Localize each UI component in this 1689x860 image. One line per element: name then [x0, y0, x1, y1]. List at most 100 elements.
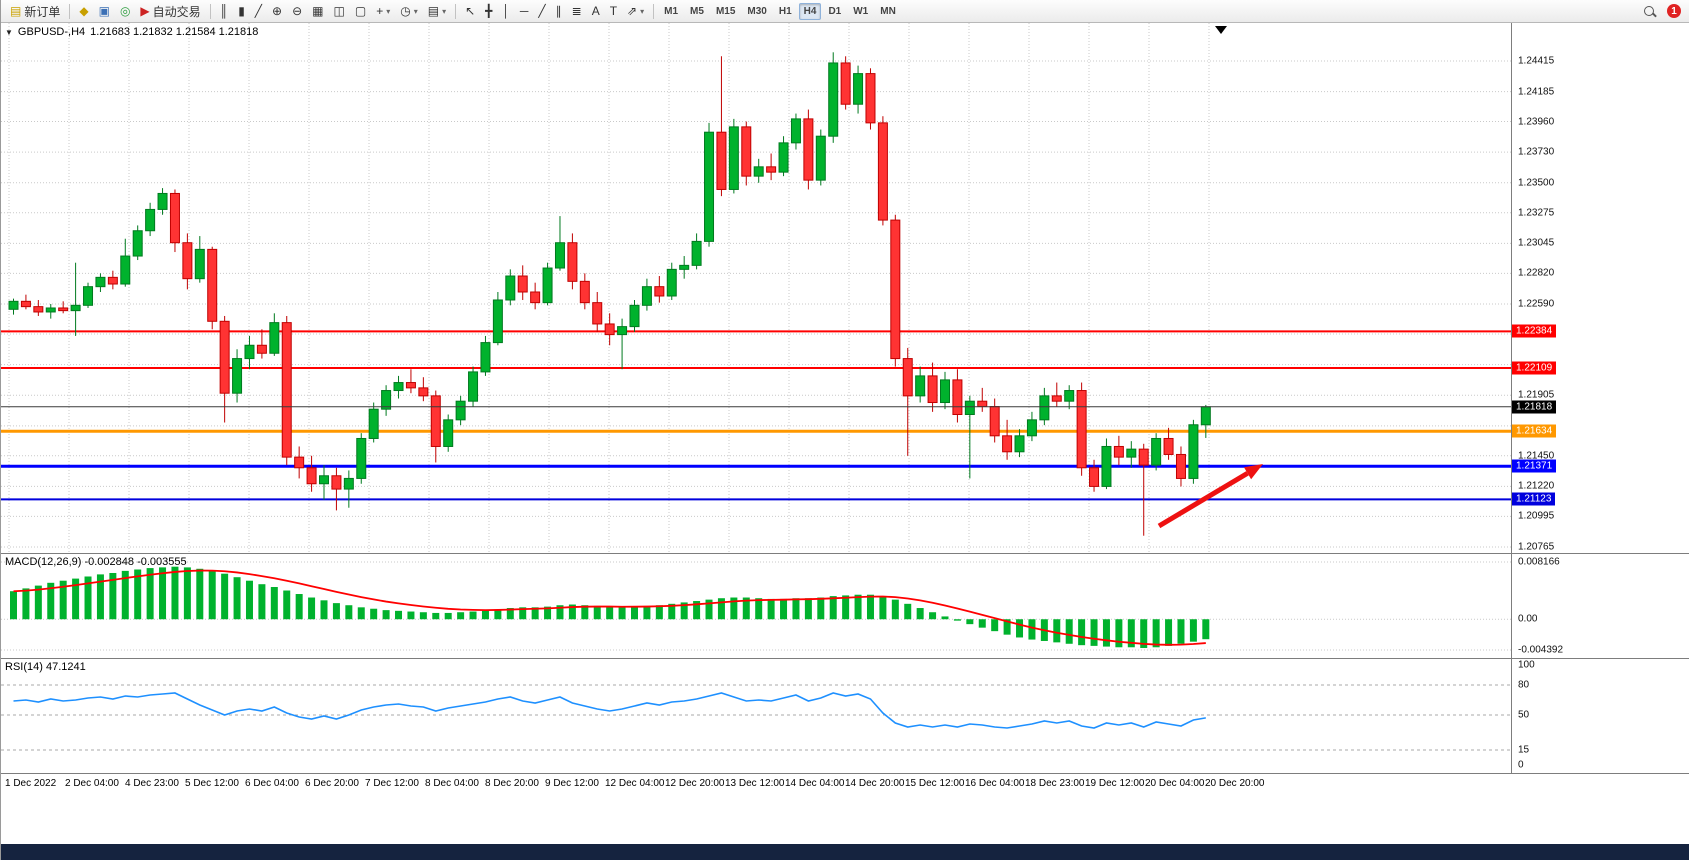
- rsi-canvas: [1, 684, 1511, 751]
- text-button[interactable]: A: [587, 1, 605, 21]
- time-axis-label: 20 Dec 20:00: [1205, 778, 1265, 789]
- notification-badge[interactable]: 1: [1667, 4, 1681, 18]
- crosshair-button[interactable]: ╋: [480, 1, 497, 21]
- macd-scale[interactable]: 0.008166 0.00 -0.004392: [1511, 554, 1689, 658]
- profiles-button[interactable]: ◷ ▾: [395, 1, 423, 21]
- trendline-button[interactable]: ╱: [533, 1, 550, 21]
- rsi-plot[interactable]: RSI(14) 47.1241: [1, 659, 1511, 773]
- price-tick-label: 1.20995: [1518, 510, 1555, 522]
- main-chart-plot[interactable]: ▼ GBPUSD-,H4 1.21683 1.21832 1.21584 1.2…: [1, 23, 1511, 553]
- current-price-tag: 1.21818: [1512, 400, 1557, 414]
- chart-title: ▼ GBPUSD-,H4 1.21683 1.21832 1.21584 1.2…: [5, 26, 258, 38]
- timeframe-button-w1[interactable]: W1: [853, 5, 869, 17]
- time-axis[interactable]: 1 Dec 2022 2 Dec 04:00 4 Dec 23:00 5 Dec 12…: [1, 774, 1689, 794]
- autotrading-button-label: 自动交易: [152, 4, 201, 19]
- vertical-line-button[interactable]: │: [497, 1, 515, 21]
- label-button[interactable]: T: [605, 1, 622, 21]
- new-order-icon: ▤: [10, 4, 22, 18]
- zoom-in-button[interactable]: ⊕: [267, 1, 287, 21]
- price-tick-label: 1.22820: [1518, 267, 1555, 279]
- cascade-windows-button[interactable]: ▢: [350, 1, 371, 21]
- toolbar: ▤ 新订单 ◆ ▣ ◎ ▶ 自动交易 ║ ▮ ╱ ⊕ ⊖ ▦ ◫ ▢ + ▾ ◷ ▾ ▤ ▾ ↖ ╋ │ ─ ╱ ∥ ≣ A T ⇗ ▾ M1…: [1, 0, 1689, 23]
- price-level-tag: 1.21634: [1512, 424, 1557, 438]
- profiles-icon: ◷: [400, 4, 411, 18]
- chart-window-button[interactable]: ▣: [94, 1, 115, 21]
- fibonacci-button[interactable]: ≣: [567, 1, 587, 21]
- new-chart-button[interactable]: + ▾: [371, 1, 395, 21]
- price-tick-label: 1.23730: [1518, 146, 1555, 158]
- autotrading-button[interactable]: ▶ 自动交易: [135, 1, 205, 21]
- chart-window-icon: ▣: [98, 4, 110, 18]
- timeframe-button-h4[interactable]: H4: [798, 2, 822, 20]
- timeframe-button-mn[interactable]: MN: [880, 5, 896, 17]
- timeframe-button-d1[interactable]: D1: [828, 5, 842, 17]
- dropdown-caret-icon: ▾: [442, 6, 447, 16]
- timeframe-button-m5[interactable]: M5: [690, 5, 704, 17]
- horizontal-line-icon: ─: [519, 4, 529, 18]
- dropdown-caret-icon: ▾: [386, 6, 391, 16]
- status-area: [1, 794, 1689, 846]
- market-watch-button[interactable]: ◆: [74, 1, 93, 21]
- bar-chart-icon: ║: [219, 4, 229, 18]
- arrange-windows-button[interactable]: ◫: [329, 1, 350, 21]
- vertical-line-icon: │: [502, 4, 510, 18]
- line-chart-button[interactable]: ╱: [250, 1, 267, 21]
- rsi-title: RSI(14) 47.1241: [5, 661, 86, 673]
- channel-button[interactable]: ∥: [551, 1, 567, 21]
- timeframe-button-h1[interactable]: H1: [778, 5, 792, 17]
- rsi-tick-label: 15: [1518, 744, 1530, 756]
- timeframe-button-m30[interactable]: M30: [747, 5, 767, 17]
- arrow-object[interactable]: [1157, 464, 1263, 529]
- timeframe-button-m15[interactable]: M15: [715, 5, 736, 17]
- timeframe-button-m1[interactable]: M1: [664, 5, 679, 17]
- macd-plot[interactable]: MACD(12,26,9) -0.002848 -0.003555: [1, 554, 1511, 658]
- cursor-button[interactable]: ↖: [460, 1, 480, 21]
- price-scale[interactable]: 1.24415 1.24185 1.23960 1.23730 1.23500 1.232…: [1511, 23, 1689, 553]
- time-axis-label: 8 Dec 04:00: [425, 778, 479, 789]
- navigator-button[interactable]: ◎: [115, 1, 135, 21]
- macd-panel: MACD(12,26,9) -0.002848 -0.003555 0.0081…: [1, 554, 1689, 659]
- price-tick-label: 1.21905: [1518, 389, 1555, 401]
- cursor-icon: ↖: [465, 4, 476, 18]
- price-level-tag: 1.22384: [1512, 324, 1557, 338]
- one-click-trading-toggle[interactable]: ▼: [5, 27, 13, 37]
- tile-windows-button[interactable]: ▦: [307, 1, 328, 21]
- price-level-tag: 1.21123: [1512, 492, 1556, 506]
- time-axis-label: 20 Dec 04:00: [1145, 778, 1205, 789]
- bar-chart-button[interactable]: ║: [215, 1, 234, 21]
- chart-shift-marker[interactable]: [1215, 26, 1227, 34]
- time-axis-label: 16 Dec 04:00: [965, 778, 1025, 789]
- price-tick-label: 1.23045: [1518, 237, 1555, 249]
- text-icon: A: [591, 4, 600, 18]
- bottom-window-edge: [1, 844, 1689, 860]
- rsi-panel: RSI(14) 47.1241 100 80 50 15 0: [1, 659, 1689, 774]
- toolbar-right: 1: [1639, 1, 1685, 21]
- rsi-tick-label: 100: [1518, 659, 1535, 671]
- price-tick-label: 1.24185: [1518, 86, 1555, 98]
- navigator-icon: ◎: [119, 4, 131, 18]
- search-button[interactable]: [1639, 1, 1659, 21]
- arrows-button[interactable]: ⇗ ▾: [622, 1, 649, 21]
- candlestick-chart-button[interactable]: ▮: [233, 1, 250, 21]
- price-tick-label: 1.23500: [1518, 177, 1555, 189]
- new-order-button[interactable]: ▤ 新订单: [5, 1, 65, 21]
- time-axis-label: 5 Dec 12:00: [185, 778, 239, 789]
- price-tick-label: 1.23275: [1518, 207, 1555, 219]
- time-axis-label: 7 Dec 12:00: [365, 778, 419, 789]
- new-chart-icon: +: [376, 4, 384, 18]
- label-icon: T: [609, 4, 618, 18]
- crosshair-icon: ╋: [485, 4, 493, 18]
- chart-settings-button[interactable]: ▤ ▾: [423, 1, 451, 21]
- zoom-out-button[interactable]: ⊖: [287, 1, 307, 21]
- rsi-scale[interactable]: 100 80 50 15 0: [1511, 659, 1689, 773]
- time-axis-label: 8 Dec 20:00: [485, 778, 539, 789]
- price-tick-label: 1.21450: [1518, 450, 1555, 462]
- time-axis-label: 19 Dec 12:00: [1085, 778, 1145, 789]
- time-axis-label: 18 Dec 23:00: [1025, 778, 1085, 789]
- candlestick-chart-icon: ▮: [238, 4, 245, 18]
- rsi-line: [13, 692, 1206, 729]
- chart-symbol-period: GBPUSD-,H4: [17, 26, 86, 38]
- price-tick-label: 1.23960: [1518, 116, 1555, 128]
- horizontal-line-button[interactable]: ─: [515, 1, 534, 21]
- arrange-windows-icon: ◫: [333, 4, 345, 18]
